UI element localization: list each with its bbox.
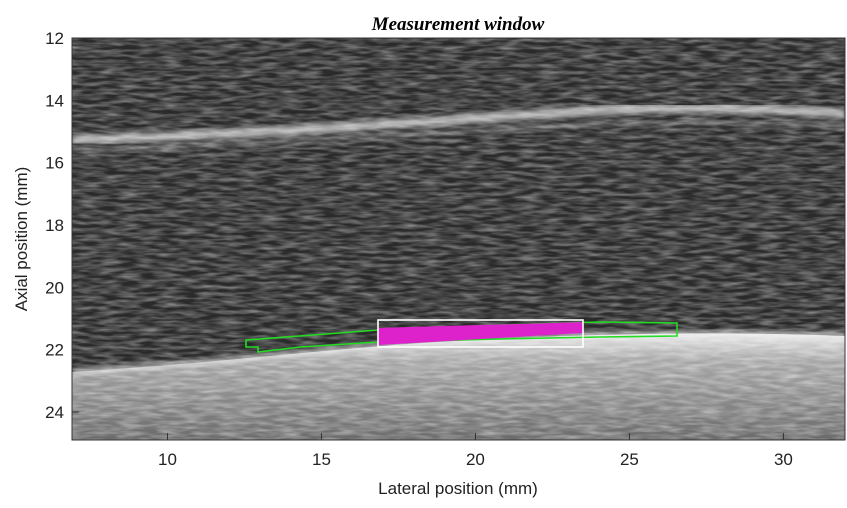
plot-frame xyxy=(71,37,846,441)
y-tick-label: 14 xyxy=(45,91,64,110)
x-axis-label: Lateral position (mm) xyxy=(378,479,538,498)
x-tick-label: 20 xyxy=(466,450,485,469)
y-tick-label: 16 xyxy=(45,154,64,173)
y-axis-label: Axial position (mm) xyxy=(12,167,31,312)
x-tick-label: 30 xyxy=(774,450,793,469)
ultrasound-image xyxy=(72,38,845,440)
y-tick-label: 22 xyxy=(45,341,64,360)
y-tick-label: 12 xyxy=(45,29,64,48)
x-tick-label: 10 xyxy=(158,450,177,469)
chart-title: Measurement window xyxy=(371,14,545,35)
y-tick-label: 24 xyxy=(45,403,64,422)
measurement-box xyxy=(377,319,584,348)
y-tick-label: 18 xyxy=(45,216,64,235)
x-tick-label: 15 xyxy=(312,450,331,469)
x-tick-label: 25 xyxy=(620,450,639,469)
y-tick-label: 20 xyxy=(45,278,64,297)
measured-region xyxy=(378,322,583,345)
